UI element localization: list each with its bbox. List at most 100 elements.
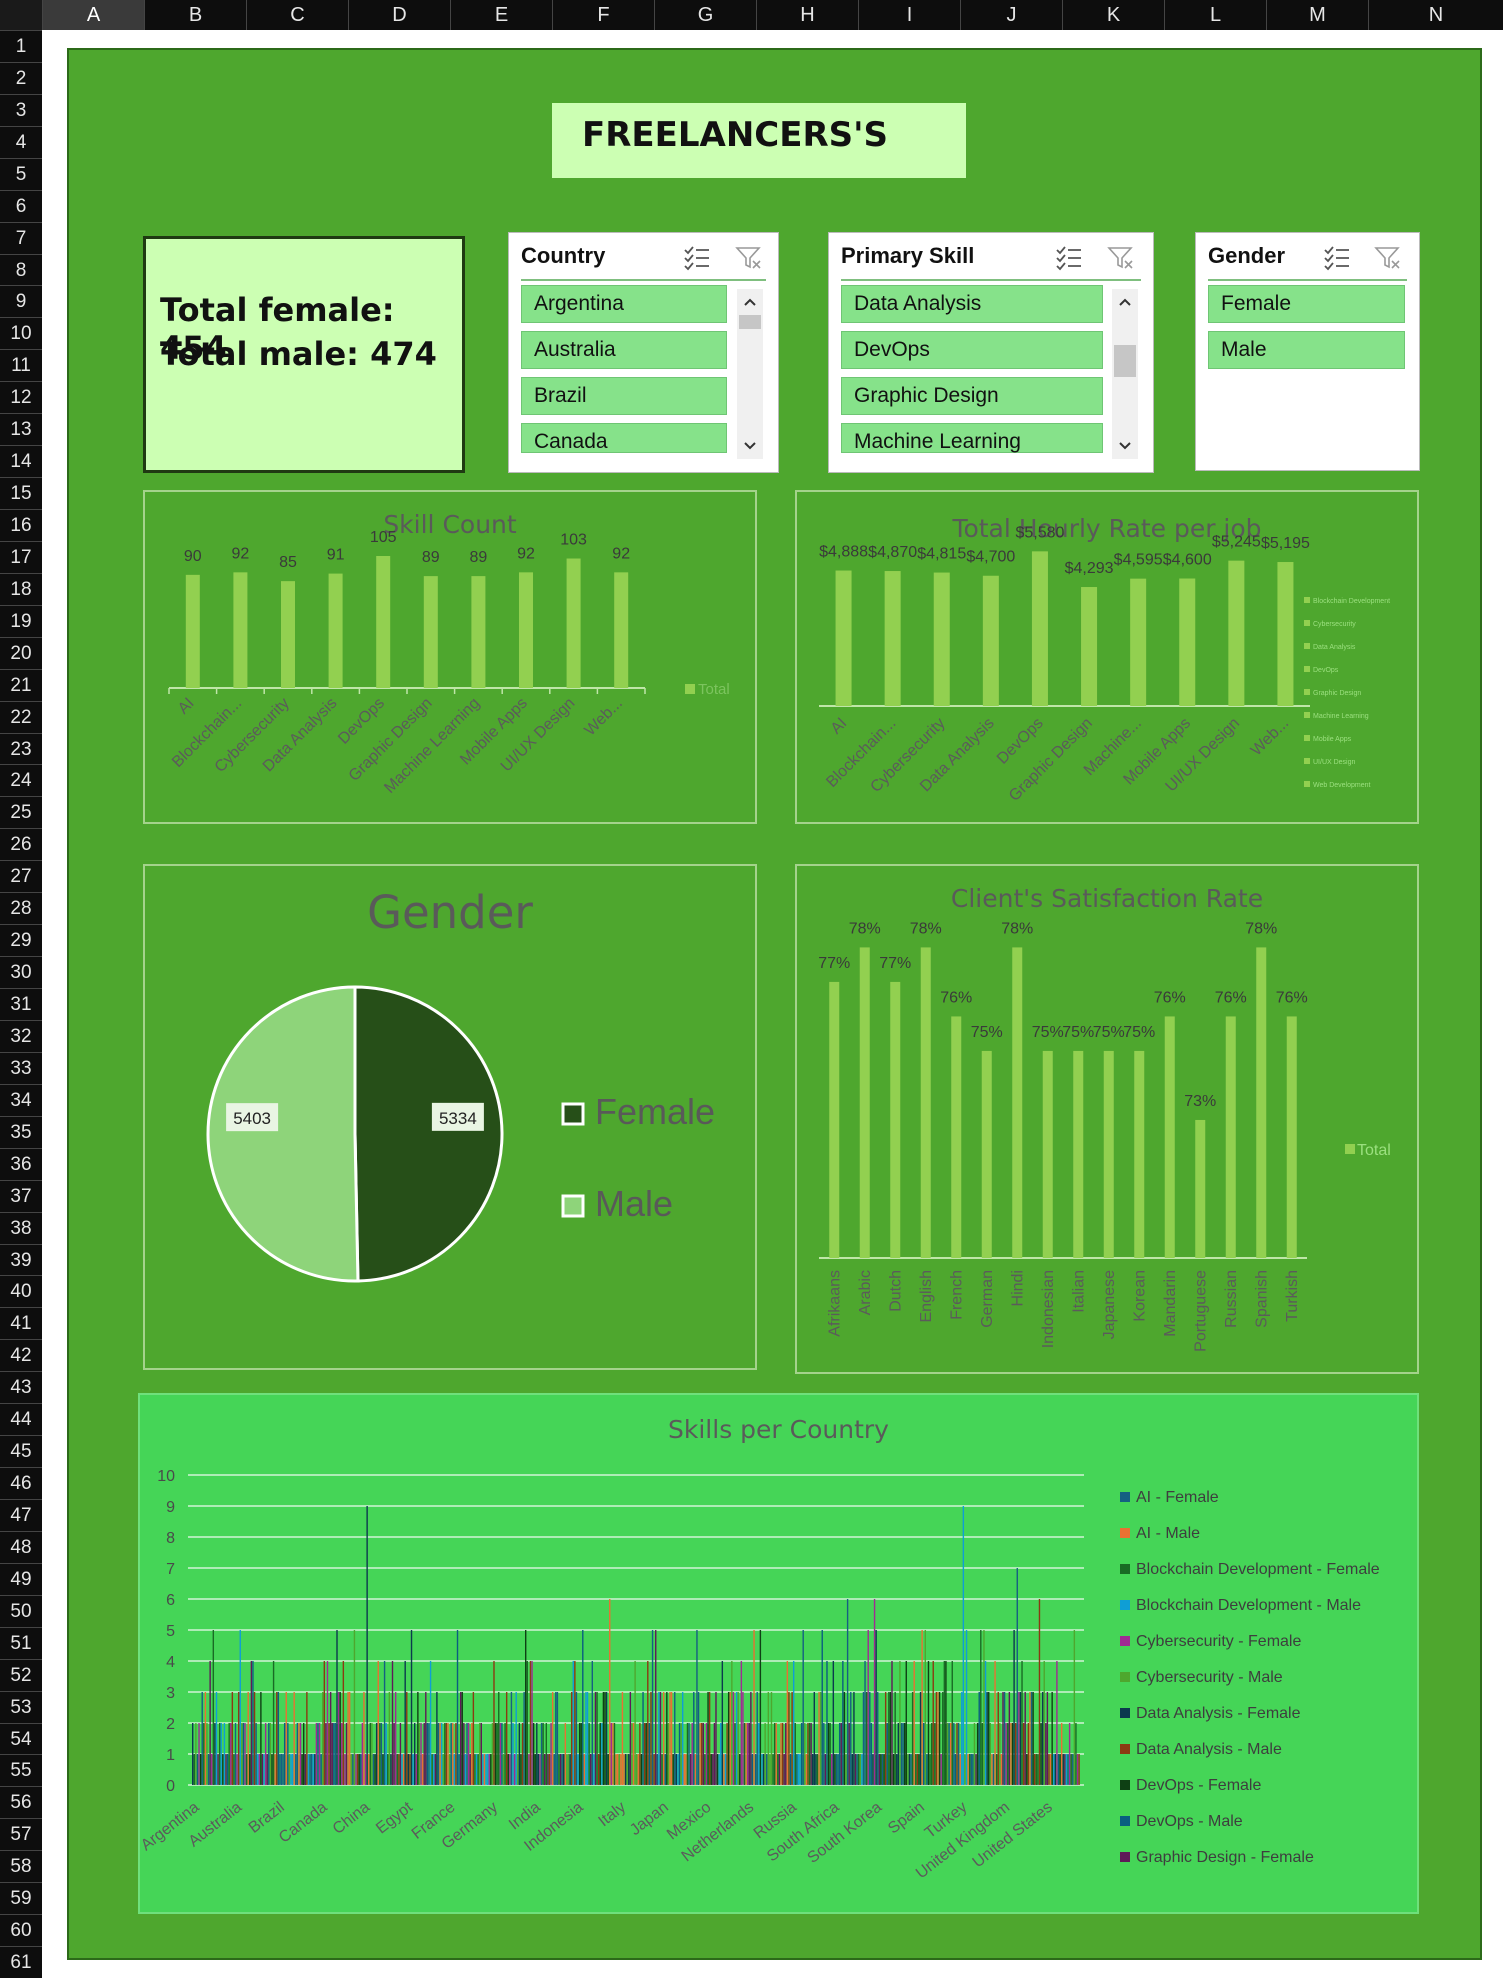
row-header-7[interactable]: 7	[0, 221, 42, 254]
row-header-14[interactable]: 14	[0, 445, 42, 477]
row-header-59[interactable]: 59	[0, 1882, 42, 1914]
row-header-36[interactable]: 36	[0, 1147, 42, 1180]
slicer-item-graphic-design[interactable]: Graphic Design	[841, 377, 1103, 415]
hourly-rate-chart[interactable]: Total Hourly Rate per job $4,888 AI $4,870…	[795, 490, 1419, 824]
row-header-42[interactable]: 42	[0, 1339, 42, 1371]
column-header-e[interactable]: E	[450, 0, 552, 30]
column-header-g[interactable]: G	[654, 0, 756, 30]
row-header-22[interactable]: 22	[0, 700, 42, 733]
row-header-43[interactable]: 43	[0, 1371, 42, 1403]
row-header-18[interactable]: 18	[0, 572, 42, 605]
row-header-41[interactable]: 41	[0, 1307, 42, 1339]
chevron-down-icon[interactable]	[737, 437, 763, 455]
multiselect-icon[interactable]	[1055, 245, 1083, 271]
row-header-53[interactable]: 53	[0, 1690, 42, 1723]
column-header-l[interactable]: L	[1164, 0, 1266, 30]
row-header-16[interactable]: 16	[0, 509, 42, 541]
totals-box[interactable]: Total female: 454 Total male: 474	[143, 236, 465, 473]
column-header-h[interactable]: H	[756, 0, 858, 30]
row-header-11[interactable]: 11	[0, 349, 42, 381]
select-all-corner[interactable]	[0, 0, 42, 30]
row-header-56[interactable]: 56	[0, 1786, 42, 1818]
column-header-b[interactable]: B	[144, 0, 246, 30]
row-header-55[interactable]: 55	[0, 1754, 42, 1786]
row-header-54[interactable]: 54	[0, 1722, 42, 1755]
slicer-item-machine-learning[interactable]: Machine Learning	[841, 423, 1103, 453]
gender-slicer[interactable]: Gender Female Male	[1195, 232, 1420, 471]
row-header-47[interactable]: 47	[0, 1498, 42, 1531]
column-header-n[interactable]: N	[1368, 0, 1503, 30]
column-header-j[interactable]: J	[960, 0, 1062, 30]
slicer-scrollbar[interactable]	[1112, 289, 1138, 459]
slicer-item-data-analysis[interactable]: Data Analysis	[841, 285, 1103, 323]
row-header-13[interactable]: 13	[0, 413, 42, 445]
skills-per-country-chart[interactable]: Skills per Country 0 1 2 3 4 5 6 7 8 9 10 Argentina…	[138, 1393, 1419, 1914]
chevron-down-icon[interactable]	[1112, 437, 1138, 455]
row-header-25[interactable]: 25	[0, 796, 42, 828]
row-header-12[interactable]: 12	[0, 381, 42, 413]
row-header-49[interactable]: 49	[0, 1562, 42, 1595]
slicer-item-brazil[interactable]: Brazil	[521, 377, 727, 415]
row-header-39[interactable]: 39	[0, 1243, 42, 1276]
row-header-52[interactable]: 52	[0, 1658, 42, 1691]
row-header-26[interactable]: 26	[0, 828, 42, 860]
row-header-15[interactable]: 15	[0, 477, 42, 509]
gender-pie-chart[interactable]: Gender 5334 5403 Female Male	[143, 864, 757, 1370]
multiselect-icon[interactable]	[1323, 245, 1351, 271]
scroll-thumb[interactable]	[1114, 345, 1136, 377]
row-header-57[interactable]: 57	[0, 1818, 42, 1850]
slicer-item-canada[interactable]: Canada	[521, 423, 727, 453]
row-header-8[interactable]: 8	[0, 253, 42, 286]
row-header-1[interactable]: 1	[0, 30, 42, 62]
row-header-19[interactable]: 19	[0, 604, 42, 637]
column-header-k[interactable]: K	[1062, 0, 1164, 30]
country-slicer[interactable]: Country Argentina Australia Brazil Canad…	[508, 232, 779, 473]
row-header-5[interactable]: 5	[0, 157, 42, 190]
slicer-item-australia[interactable]: Australia	[521, 331, 727, 369]
row-header-3[interactable]: 3	[0, 93, 42, 126]
column-header-a[interactable]: A	[42, 0, 144, 30]
row-header-35[interactable]: 35	[0, 1115, 42, 1148]
clear-filter-icon[interactable]	[1107, 245, 1135, 271]
row-header-33[interactable]: 33	[0, 1051, 42, 1084]
column-header-f[interactable]: F	[552, 0, 654, 30]
scroll-thumb[interactable]	[739, 315, 761, 329]
row-header-17[interactable]: 17	[0, 540, 42, 573]
slicer-item-devops[interactable]: DevOps	[841, 331, 1103, 369]
row-header-10[interactable]: 10	[0, 317, 42, 349]
slicer-item-female[interactable]: Female	[1208, 285, 1405, 323]
row-header-46[interactable]: 46	[0, 1467, 42, 1499]
row-header-38[interactable]: 38	[0, 1211, 42, 1244]
row-header-51[interactable]: 51	[0, 1626, 42, 1659]
slicer-item-male[interactable]: Male	[1208, 331, 1405, 369]
row-header-20[interactable]: 20	[0, 636, 42, 669]
slicer-scrollbar[interactable]	[737, 289, 763, 459]
row-header-48[interactable]: 48	[0, 1530, 42, 1563]
row-header-45[interactable]: 45	[0, 1435, 42, 1467]
chevron-up-icon[interactable]	[737, 293, 763, 311]
row-header-60[interactable]: 60	[0, 1914, 42, 1946]
primary-skill-slicer[interactable]: Primary Skill Data Analysis DevOps Graph…	[828, 232, 1154, 473]
row-header-61[interactable]: 61	[0, 1946, 42, 1978]
column-header-d[interactable]: D	[348, 0, 450, 30]
dashboard-title-box[interactable]: FREELANCERS'S	[552, 103, 966, 178]
row-header-28[interactable]: 28	[0, 892, 42, 924]
satisfaction-chart[interactable]: Client's Satisfaction Rate 77% Afrikaans 7…	[795, 864, 1419, 1374]
row-header-9[interactable]: 9	[0, 285, 42, 317]
row-header-44[interactable]: 44	[0, 1403, 42, 1435]
row-header-30[interactable]: 30	[0, 956, 42, 988]
column-header-c[interactable]: C	[246, 0, 348, 30]
row-header-58[interactable]: 58	[0, 1850, 42, 1882]
row-header-6[interactable]: 6	[0, 189, 42, 222]
chevron-up-icon[interactable]	[1112, 293, 1138, 311]
row-header-2[interactable]: 2	[0, 61, 42, 94]
row-header-29[interactable]: 29	[0, 924, 42, 956]
clear-filter-icon[interactable]	[735, 245, 763, 271]
row-header-21[interactable]: 21	[0, 668, 42, 701]
row-header-23[interactable]: 23	[0, 732, 42, 765]
row-header-31[interactable]: 31	[0, 988, 42, 1020]
row-header-24[interactable]: 24	[0, 764, 42, 796]
multiselect-icon[interactable]	[683, 245, 711, 271]
row-header-32[interactable]: 32	[0, 1019, 42, 1052]
skill-count-chart[interactable]: Skill Count 90 AI 92 Blockchain... 85 Cyberse…	[143, 490, 757, 824]
